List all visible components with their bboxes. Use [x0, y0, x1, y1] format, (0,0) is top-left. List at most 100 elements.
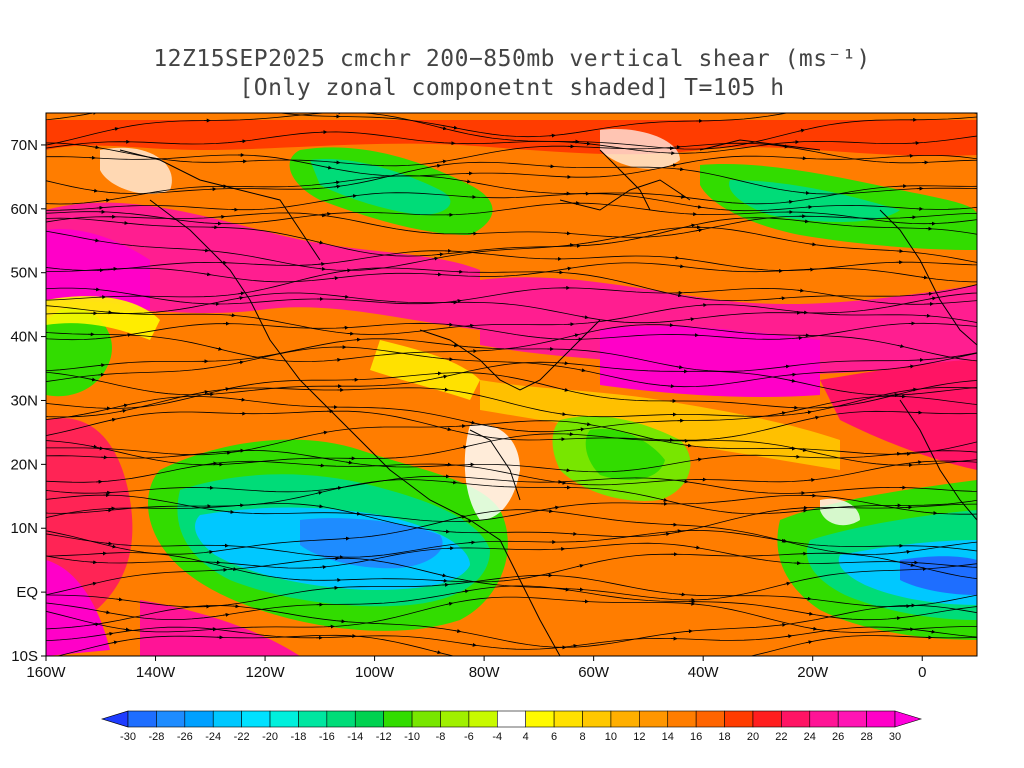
colorbar-label: -4 — [492, 731, 502, 743]
streamline-arrow — [797, 288, 805, 293]
streamline-arrow — [663, 532, 671, 537]
streamline — [46, 386, 977, 418]
streamline-arrow — [105, 541, 113, 546]
streamline-arrow — [333, 160, 341, 165]
streamline-arrow — [459, 515, 466, 519]
colorbar-swatch — [156, 710, 186, 728]
lon-tick-label: 100W — [355, 664, 395, 681]
streamline — [46, 410, 977, 441]
streamline-arrow — [206, 549, 214, 554]
streamline-arrow — [204, 272, 212, 277]
streamline-arrow — [106, 631, 114, 636]
streamline — [46, 161, 977, 195]
streamline — [46, 460, 977, 486]
streamline-arrow — [236, 296, 244, 301]
colorbar: -30 -28 -26 -24 -22 -20 -18 -16 -14 -12 -10 -8 -6 -4 4… — [100, 710, 923, 743]
colorbar-swatch — [610, 710, 640, 728]
streamline-arrow — [688, 317, 695, 322]
streamline-arrow — [440, 159, 447, 164]
colorbar-swatch — [496, 710, 527, 728]
streamline-arrow — [921, 275, 928, 280]
streamline-arrow — [681, 479, 689, 484]
lat-tick-label: 30N — [10, 392, 38, 409]
colorbar-label: 30 — [889, 731, 901, 743]
streamline-arrow — [579, 368, 586, 373]
streamline-arrow — [315, 490, 323, 495]
streamline-arrow — [926, 291, 933, 296]
streamline-arrow — [318, 262, 326, 267]
streamline-arrow — [800, 447, 808, 452]
colorbar-swatch — [326, 710, 356, 728]
streamline-arrow — [210, 461, 218, 466]
streamline-arrow — [578, 427, 585, 432]
colorbar-label: -10 — [404, 731, 420, 743]
streamline-arrow — [915, 460, 923, 465]
colorbar-swatch — [440, 710, 470, 728]
colorbar-swatch — [298, 710, 328, 728]
colorbar-swatch — [781, 710, 811, 728]
streamline-arrow — [202, 390, 209, 395]
streamline-arrow — [907, 364, 915, 369]
colorbar-swatch — [354, 710, 384, 728]
streamline — [46, 292, 977, 324]
streamline-arrow — [894, 451, 902, 456]
streamline — [46, 479, 977, 515]
streamline-arrow — [675, 293, 683, 298]
streamline-arrow — [237, 360, 244, 365]
streamline-arrow — [445, 427, 452, 432]
streamline-arrow — [93, 287, 101, 292]
streamline-arrow — [338, 619, 346, 624]
streamline — [46, 361, 977, 396]
streamline-arrow — [468, 420, 476, 425]
streamline-arrow — [672, 255, 680, 260]
streamline-arrow — [454, 629, 462, 633]
colorbar-label: -30 — [120, 731, 136, 743]
streamline-arrow — [319, 213, 327, 218]
streamline-arrow — [582, 315, 589, 320]
coastline — [469, 429, 521, 501]
streamline-arrow — [796, 335, 803, 340]
streamline-arrow — [897, 344, 905, 348]
streamline-arrow — [211, 103, 217, 104]
streamline-arrow — [801, 310, 809, 315]
colorbar-label: 20 — [747, 731, 759, 743]
streamline-arrow — [808, 478, 816, 483]
streamline-arrow — [440, 374, 448, 379]
streamline — [55, 634, 977, 656]
streamline-arrow — [572, 333, 580, 338]
streamline-arrow — [324, 211, 332, 216]
streamline — [46, 395, 977, 433]
streamline-arrow — [439, 573, 447, 578]
streamline-arrow — [806, 611, 814, 616]
streamline-arrow — [562, 387, 569, 392]
lon-tick-label: 60W — [578, 664, 610, 681]
lon-tick-label: 160W — [26, 664, 66, 681]
lat-tick-label: 20N — [10, 456, 38, 473]
colorbar-swatch — [752, 710, 782, 728]
colorbar-swatch — [383, 710, 413, 728]
streamline-arrow — [105, 310, 113, 315]
colorbar-label: -20 — [262, 731, 278, 743]
colorbar-swatch — [127, 710, 157, 728]
streamline-arrow — [350, 194, 357, 198]
streamline-arrow — [685, 443, 693, 448]
lon-tick-label: 0 — [918, 664, 926, 681]
streamline — [46, 175, 977, 205]
streamline-arrow — [103, 198, 111, 203]
streamline-arrow — [786, 199, 794, 204]
coastline — [879, 209, 977, 346]
colorbar-swatch — [809, 710, 839, 728]
colorbar-label: -24 — [205, 731, 221, 743]
streamline-arrow — [783, 364, 791, 369]
streamline — [46, 503, 977, 538]
streamline-arrow — [928, 629, 936, 634]
colorbar-swatch — [695, 710, 725, 728]
lon-tick-label: 80W — [469, 664, 501, 681]
streamline — [46, 287, 977, 305]
streamline — [46, 494, 977, 523]
streamline-arrow — [109, 417, 117, 422]
streamline-arrow — [567, 243, 575, 248]
streamline-arrow — [112, 127, 119, 131]
colorbar-label: 24 — [804, 731, 816, 743]
streamline-arrow — [90, 444, 98, 449]
